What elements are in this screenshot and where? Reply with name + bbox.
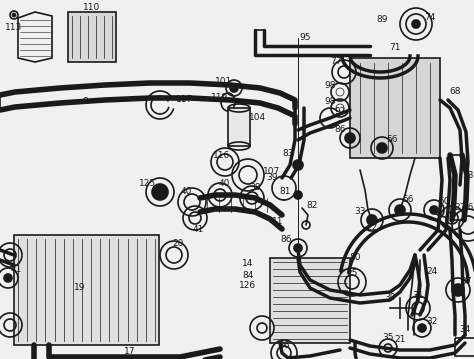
Bar bbox=[455, 338, 474, 356]
Text: 20: 20 bbox=[173, 239, 184, 248]
Text: 40: 40 bbox=[180, 187, 191, 196]
Text: 74: 74 bbox=[424, 14, 436, 23]
Bar bbox=[270, 258, 350, 343]
Text: 80: 80 bbox=[349, 253, 361, 262]
Circle shape bbox=[418, 324, 426, 332]
Text: 35: 35 bbox=[382, 334, 394, 342]
Bar bbox=[14, 235, 159, 345]
Circle shape bbox=[12, 14, 16, 17]
Text: 110: 110 bbox=[83, 4, 100, 13]
Circle shape bbox=[395, 205, 405, 215]
Text: 68: 68 bbox=[449, 88, 461, 97]
Text: 38: 38 bbox=[249, 182, 261, 191]
Text: 104: 104 bbox=[249, 113, 266, 122]
Text: 17: 17 bbox=[124, 348, 136, 356]
Text: 86: 86 bbox=[280, 236, 292, 244]
Text: 31: 31 bbox=[412, 292, 424, 300]
Text: 116: 116 bbox=[213, 150, 231, 159]
Text: 98: 98 bbox=[324, 81, 336, 90]
Text: 81: 81 bbox=[279, 187, 291, 196]
Bar bbox=[228, 108, 250, 146]
Text: 11: 11 bbox=[272, 218, 284, 227]
Text: 34: 34 bbox=[459, 326, 471, 335]
Text: 30: 30 bbox=[384, 294, 396, 303]
Circle shape bbox=[430, 206, 438, 214]
Circle shape bbox=[412, 20, 420, 28]
Text: 53: 53 bbox=[462, 171, 474, 180]
Text: 83: 83 bbox=[282, 149, 294, 159]
Text: 40: 40 bbox=[219, 180, 230, 188]
Text: 32: 32 bbox=[426, 317, 438, 326]
Circle shape bbox=[452, 284, 464, 296]
Text: 50: 50 bbox=[438, 197, 450, 206]
Circle shape bbox=[4, 274, 12, 282]
Circle shape bbox=[345, 133, 355, 143]
Text: 89: 89 bbox=[376, 15, 388, 24]
Text: 101: 101 bbox=[215, 78, 233, 87]
Text: 27: 27 bbox=[454, 204, 465, 213]
Text: 26: 26 bbox=[462, 204, 474, 213]
Text: 21: 21 bbox=[394, 336, 406, 345]
Text: 82: 82 bbox=[306, 200, 318, 210]
Text: 25: 25 bbox=[346, 270, 358, 279]
Text: 19: 19 bbox=[74, 284, 86, 293]
Text: 14: 14 bbox=[242, 260, 254, 269]
Circle shape bbox=[294, 191, 302, 199]
Circle shape bbox=[377, 143, 387, 153]
Circle shape bbox=[294, 244, 302, 252]
Text: 98: 98 bbox=[324, 98, 336, 107]
Circle shape bbox=[367, 215, 377, 225]
Text: 86: 86 bbox=[334, 126, 346, 135]
Text: 126: 126 bbox=[239, 281, 256, 290]
Text: 92: 92 bbox=[334, 107, 346, 117]
Circle shape bbox=[152, 184, 168, 200]
Text: 22: 22 bbox=[366, 224, 378, 233]
Text: 36: 36 bbox=[278, 340, 290, 350]
Text: 8: 8 bbox=[82, 98, 88, 107]
Text: 107: 107 bbox=[264, 168, 281, 177]
Text: 95: 95 bbox=[299, 33, 311, 42]
Text: 77: 77 bbox=[330, 57, 342, 66]
Bar bbox=[68, 12, 116, 62]
Text: 41: 41 bbox=[10, 266, 22, 275]
Text: 56: 56 bbox=[386, 135, 398, 145]
Text: 117: 117 bbox=[176, 95, 193, 104]
Bar bbox=[350, 58, 440, 158]
Text: 41: 41 bbox=[192, 225, 204, 234]
Text: 33: 33 bbox=[354, 208, 366, 216]
Text: 125: 125 bbox=[139, 180, 156, 188]
Text: 113: 113 bbox=[5, 23, 23, 32]
Text: 24: 24 bbox=[427, 267, 438, 276]
Text: 119: 119 bbox=[211, 93, 228, 103]
Text: 84: 84 bbox=[242, 270, 254, 280]
Text: 37: 37 bbox=[460, 278, 472, 286]
Circle shape bbox=[293, 160, 303, 170]
Text: 39: 39 bbox=[266, 173, 278, 182]
Text: 71: 71 bbox=[389, 43, 401, 52]
Text: 56: 56 bbox=[402, 196, 414, 205]
Circle shape bbox=[230, 84, 238, 92]
